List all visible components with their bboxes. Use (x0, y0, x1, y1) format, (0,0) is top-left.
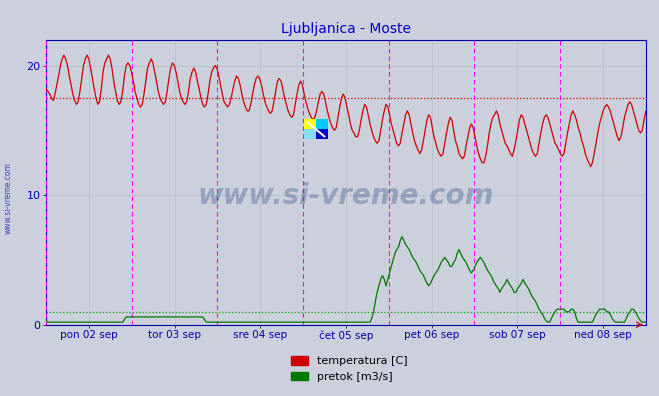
Title: Ljubljanica - Moste: Ljubljanica - Moste (281, 22, 411, 36)
Polygon shape (304, 120, 316, 129)
Legend: temperatura [C], pretok [m3/s]: temperatura [C], pretok [m3/s] (287, 352, 412, 386)
Text: www.si-vreme.com: www.si-vreme.com (198, 183, 494, 210)
Polygon shape (304, 129, 316, 139)
Text: www.si-vreme.com: www.si-vreme.com (3, 162, 13, 234)
Polygon shape (316, 120, 328, 129)
Polygon shape (316, 129, 328, 139)
